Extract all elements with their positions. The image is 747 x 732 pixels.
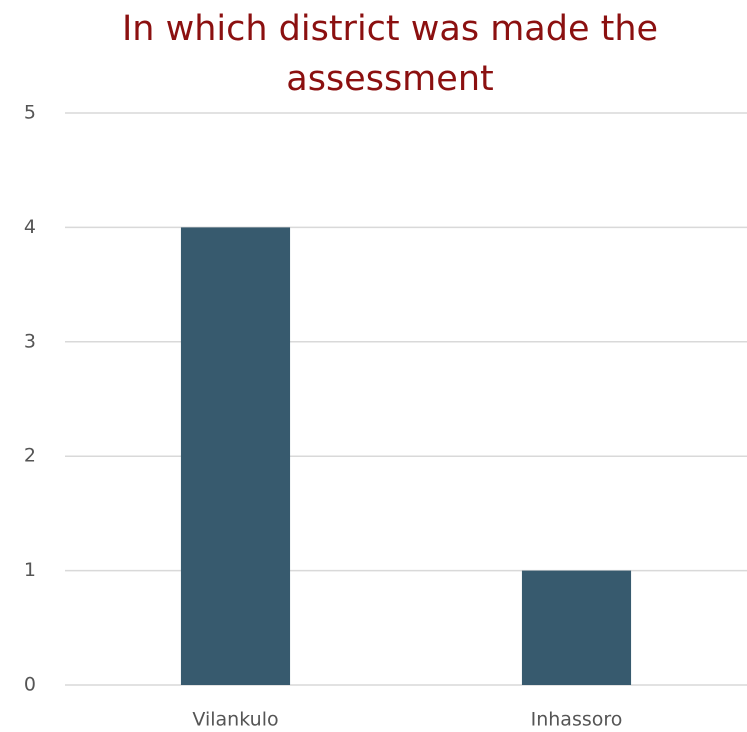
y-tick-label: 2 — [24, 445, 36, 467]
bar — [521, 570, 632, 685]
chart-title: In which district was made the assessmen… — [121, 9, 659, 99]
x-tick-label: Vilankulo — [192, 709, 278, 731]
bar — [180, 227, 291, 685]
y-tick-label: 5 — [24, 102, 36, 124]
y-tick-label: 0 — [24, 674, 36, 696]
y-tick-label: 1 — [24, 559, 36, 581]
y-tick-label: 3 — [24, 330, 36, 352]
x-tick-label: Inhassoro — [531, 709, 623, 731]
y-tick-label: 4 — [24, 216, 36, 238]
